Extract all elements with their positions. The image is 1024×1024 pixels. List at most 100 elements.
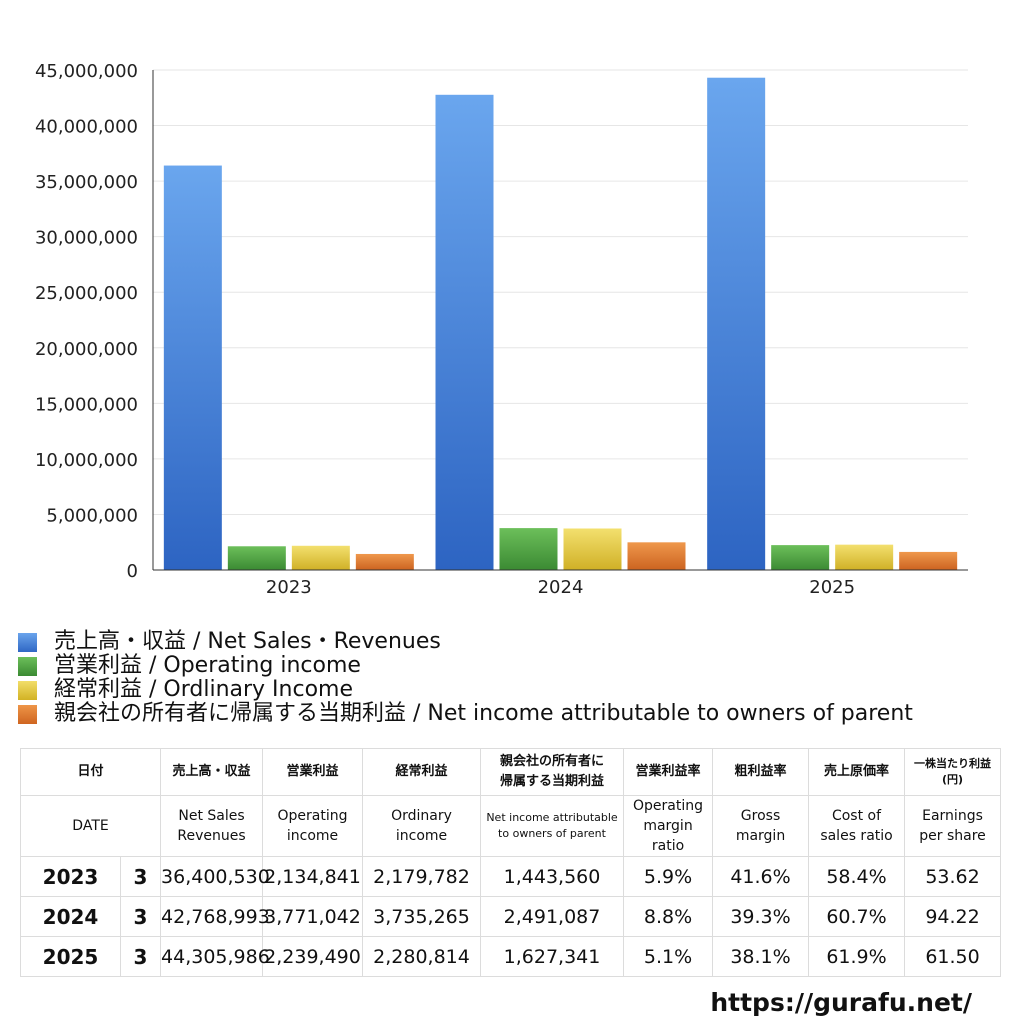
y-tick-label: 15,000,000 xyxy=(35,394,138,415)
y-tick-label: 35,000,000 xyxy=(35,172,138,193)
row-sales: 36,400,530 xyxy=(160,856,270,897)
header-sales-en-line2: Revenues xyxy=(177,828,246,844)
header-cost-ratio-en-line1: Cost of xyxy=(831,808,882,824)
header-gross-margin-en: Gross margin xyxy=(712,795,810,857)
row-sales: 42,768,993 xyxy=(160,896,270,937)
legend-item-operating: 営業利益 / Operating income xyxy=(18,654,913,678)
bar-2025-series-3 xyxy=(899,551,958,570)
y-tick-label: 25,000,000 xyxy=(35,283,138,304)
header-ordinary-jp: 経常利益 xyxy=(362,748,482,796)
y-axis-ticks: 0 5,000,000 10,000,000 15,000,000 20,000,000… xyxy=(35,61,138,582)
header-parent-jp-line1: 親会社の所有者に xyxy=(500,754,605,769)
bar-2024-series-1 xyxy=(499,528,558,570)
row-year: 2025 xyxy=(20,936,121,977)
header-op-margin-en-line2: margin xyxy=(643,818,693,834)
legend-swatch-parent xyxy=(18,704,37,724)
table-row: 2024 3 42,768,993 3,771,042 3,735,265 2,… xyxy=(20,896,1002,937)
row-gross-margin: 38.1% xyxy=(712,936,810,977)
row-eps: 61.50 xyxy=(904,936,1002,977)
bar-chart: 0 5,000,000 10,000,000 15,000,000 20,000,000… xyxy=(35,61,968,598)
bar-2023-series-1 xyxy=(227,546,286,570)
header-date-en: DATE xyxy=(19,795,162,857)
row-year: 2023 xyxy=(20,856,121,897)
header-gross-margin-jp: 粗利益率 xyxy=(712,748,810,796)
header-operating-en-line2: income xyxy=(286,828,339,844)
legend-swatch-operating xyxy=(18,656,37,676)
bar-2023-series-0 xyxy=(163,165,222,570)
header-operating-en: Operating income xyxy=(262,795,364,857)
header-eps-jp: 一株当たり利益 (円) xyxy=(904,748,1002,796)
header-parent-en-line1: Net income attributable xyxy=(486,811,618,824)
bar-2023-series-2 xyxy=(291,545,350,570)
x-axis-ticks: 2023 2024 2025 xyxy=(266,577,855,598)
bars xyxy=(163,77,958,570)
header-cost-ratio-en: Cost of sales ratio xyxy=(808,795,906,857)
header-sales-en: Net Sales Revenues xyxy=(160,795,264,857)
row-parent: 2,491,087 xyxy=(480,896,625,937)
header-eps-en-line1: Earnings xyxy=(922,808,983,824)
row-cost-ratio: 61.9% xyxy=(808,936,906,977)
row-month: 3 xyxy=(119,856,162,897)
legend-label-operating: 営業利益 / Operating income xyxy=(54,653,361,678)
legend-label-ordinary: 経常利益 / Ordlinary Income xyxy=(54,677,353,702)
y-tick-label: 20,000,000 xyxy=(35,339,138,360)
header-ordinary-en: Ordinary income xyxy=(362,795,482,857)
header-parent-en: Net income attributable to owners of par… xyxy=(480,795,625,857)
y-tick-label: 40,000,000 xyxy=(35,117,138,138)
bar-2023-series-3 xyxy=(355,553,414,570)
header-parent-en-line2: to owners of parent xyxy=(498,827,606,840)
x-tick-label: 2023 xyxy=(266,577,312,598)
header-date-jp: 日付 xyxy=(19,748,162,796)
row-ordinary: 2,179,782 xyxy=(362,856,482,897)
legend-item-sales: 売上高・収益 / Net Sales・Revenues xyxy=(18,630,913,654)
header-eps-jp-line2: (円) xyxy=(941,773,964,786)
table-row: 2023 3 36,400,530 2,134,841 2,179,782 1,… xyxy=(20,856,1002,897)
row-operating: 3,771,042 xyxy=(262,896,364,937)
bar-2025-series-2 xyxy=(835,544,894,570)
financial-table: 日付 売上高・収益 営業利益 経常利益 親会社の所有者に 帰属する当期利益 営業… xyxy=(19,748,1002,977)
row-parent: 1,443,560 xyxy=(480,856,625,897)
y-tick-label: 10,000,000 xyxy=(35,450,138,471)
row-ordinary: 2,280,814 xyxy=(362,936,482,977)
y-tick-label: 0 xyxy=(127,561,138,582)
y-tick-label: 30,000,000 xyxy=(35,228,138,249)
row-sales: 44,305,986 xyxy=(160,936,270,977)
row-operating: 2,134,841 xyxy=(262,856,364,897)
header-parent-jp-line2: 帰属する当期利益 xyxy=(500,774,605,789)
legend-swatch-sales xyxy=(18,632,37,652)
header-sales-en-line1: Net Sales xyxy=(178,808,245,824)
header-op-margin-en: Operating margin ratio xyxy=(623,795,714,857)
legend-label-parent: 親会社の所有者に帰属する当期利益 / Net income attributab… xyxy=(54,701,913,726)
header-eps-en: Earnings per share xyxy=(904,795,1002,857)
row-month: 3 xyxy=(119,936,162,977)
row-gross-margin: 39.3% xyxy=(712,896,810,937)
header-cost-ratio-en-line2: sales ratio xyxy=(820,828,893,844)
legend-item-ordinary: 経常利益 / Ordlinary Income xyxy=(18,678,913,702)
row-gross-margin: 41.6% xyxy=(712,856,810,897)
legend-swatch-ordinary xyxy=(18,680,37,700)
x-tick-label: 2024 xyxy=(538,577,584,598)
row-operating: 2,239,490 xyxy=(262,936,364,977)
row-cost-ratio: 60.7% xyxy=(808,896,906,937)
header-op-margin-en-line1: Operating xyxy=(633,798,704,814)
header-ordinary-en-line2: income xyxy=(395,828,448,844)
row-cost-ratio: 58.4% xyxy=(808,856,906,897)
legend-item-parent: 親会社の所有者に帰属する当期利益 / Net income attributab… xyxy=(18,702,913,726)
y-tick-label: 5,000,000 xyxy=(46,505,138,526)
row-month: 3 xyxy=(119,896,162,937)
row-eps: 94.22 xyxy=(904,896,1002,937)
row-year: 2024 xyxy=(20,896,121,937)
header-eps-jp-line1: 一株当たり利益 xyxy=(914,757,992,770)
row-op-margin: 8.8% xyxy=(623,896,714,937)
header-ordinary-en-line1: Ordinary xyxy=(391,808,452,824)
header-operating-en-line1: Operating xyxy=(277,808,348,824)
row-eps: 53.62 xyxy=(904,856,1002,897)
header-parent-jp: 親会社の所有者に 帰属する当期利益 xyxy=(480,748,625,796)
bar-2024-series-3 xyxy=(627,542,686,570)
bar-2024-series-0 xyxy=(435,94,494,570)
site-url: https://gurafu.net/ xyxy=(710,988,972,1017)
row-ordinary: 3,735,265 xyxy=(362,896,482,937)
row-op-margin: 5.1% xyxy=(623,936,714,977)
x-tick-label: 2025 xyxy=(809,577,855,598)
header-sales-jp: 売上高・収益 xyxy=(160,748,264,796)
